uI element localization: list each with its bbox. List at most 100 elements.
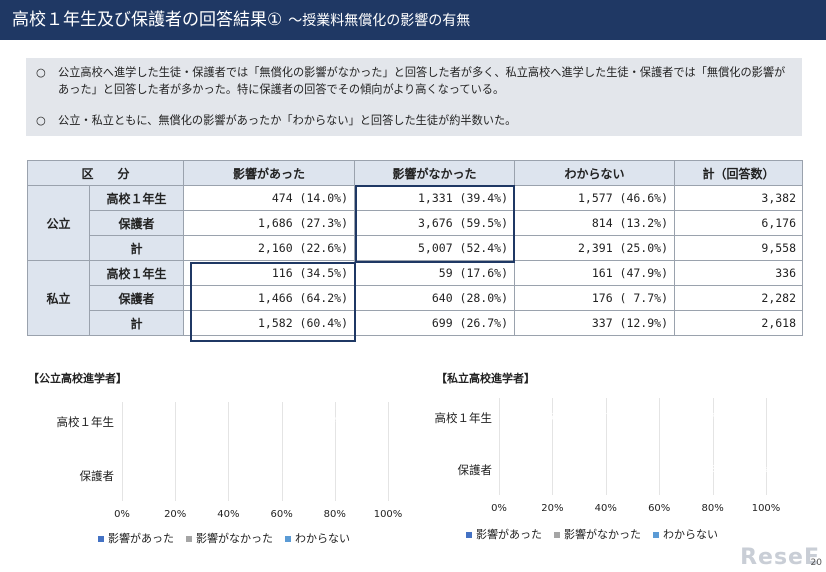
cell: 9,558: [674, 235, 804, 261]
cell: 2,391 (25.0%): [514, 235, 676, 261]
cell: 336: [674, 260, 804, 286]
cell: 59 (17.6%): [354, 260, 516, 286]
cell: 1,582 (60.4%): [183, 310, 356, 336]
legend-swatch: [466, 532, 472, 538]
row-label: 高校１年生: [88, 185, 185, 211]
legend-item: わからない: [285, 530, 350, 546]
legend-swatch: [98, 536, 104, 542]
chart-legend: 影響があった 影響がなかった わからない: [98, 530, 350, 546]
y-category-label: 高校１年生: [434, 411, 493, 425]
row-label: 保護者: [88, 210, 185, 236]
legend-label: 影響がなかった: [564, 528, 641, 541]
x-tick-label: 0%: [114, 509, 130, 520]
x-tick-label: 20%: [541, 503, 564, 514]
table-row: 保護者 1,466 (64.2%) 640 (28.0%) 176 ( 7.7%…: [28, 285, 804, 311]
results-table: 区 分 影響があった 影響がなかった わからない 計（回答数） 公立 高校１年生…: [26, 160, 804, 336]
gridline: [499, 398, 500, 495]
group-label-public: 公立: [27, 185, 90, 261]
summary-item: ○ 公立高校へ進学した生徒・保護者では「無償化の影響がなかった」と回答した者が多…: [36, 64, 788, 98]
gridline: [122, 402, 123, 501]
legend-swatch: [285, 536, 291, 542]
cell: 1,466 (64.2%): [183, 285, 356, 311]
cell: 116 (34.5%): [183, 260, 356, 286]
row-label: 保護者: [88, 285, 185, 311]
summary-box: ○ 公立高校へ進学した生徒・保護者では「無償化の影響がなかった」と回答した者が多…: [26, 58, 802, 136]
cell: 3,676 (59.5%): [354, 210, 516, 236]
gridline: [175, 402, 177, 501]
legend-item: 影響がなかった: [554, 526, 641, 542]
legend-swatch: [653, 532, 659, 538]
y-category-label: 高校１年生: [56, 415, 115, 429]
legend-label: 影響があった: [108, 532, 174, 545]
chart-title-public: 【公立高校進学者】: [28, 372, 127, 385]
cell: 2,282: [674, 285, 804, 311]
gridline: [659, 398, 661, 495]
x-tick-label: 40%: [217, 509, 240, 520]
cell: 1,331 (39.4%): [354, 185, 516, 211]
legend-item: 影響があった: [98, 530, 174, 546]
page-title-subtitle: ～授業料無償化の影響の有無: [288, 13, 471, 29]
page-title-main: 高校１年生及び保護者の回答結果①: [12, 10, 283, 30]
cell: 2,618: [674, 310, 804, 336]
cell: 814 (13.2%): [514, 210, 676, 236]
cell: 1,686 (27.3%): [183, 210, 356, 236]
legend-item: 影響がなかった: [186, 530, 273, 546]
x-tick-label: 100%: [751, 503, 781, 514]
gridline: [766, 398, 767, 495]
row-label: 高校１年生: [88, 260, 185, 286]
legend-label: わからない: [663, 528, 718, 541]
table-row: 私立 高校１年生 116 (34.5%) 59 (17.6%) 161 (47.…: [27, 260, 804, 336]
gridline: [552, 398, 554, 495]
row-label: 計: [88, 310, 185, 336]
col-header-category: 区 分: [26, 160, 185, 186]
y-category-label: 保護者: [457, 463, 493, 477]
row-label: 計: [88, 235, 185, 261]
cell: 3,382: [674, 185, 804, 211]
col-header-unknown: わからない: [514, 160, 676, 186]
cell: 5,007 (52.4%): [354, 235, 516, 261]
table-row: 公立 高校１年生 474 (14.0%) 1,331 (39.4%) 1,577…: [27, 185, 804, 261]
cell: 337 (12.9%): [514, 310, 676, 336]
x-tick-label: 0%: [491, 503, 507, 514]
cell: 6,176: [674, 210, 804, 236]
summary-text: 公立高校へ進学した生徒・保護者では「無償化の影響がなかった」と回答した者が多く、…: [58, 66, 786, 96]
col-header-total: 計（回答数）: [674, 160, 804, 186]
gridline: [388, 402, 389, 501]
legend-swatch: [186, 536, 192, 542]
y-category-label: 保護者: [79, 469, 115, 483]
cell: 161 (47.9%): [514, 260, 676, 286]
table-row: 計 1,582 (60.4%) 699 (26.7%) 337 (12.9%) …: [28, 310, 804, 336]
cell: 474 (14.0%): [183, 185, 356, 211]
x-tick-label: 40%: [594, 503, 617, 514]
col-header-not-affected: 影響がなかった: [354, 160, 516, 186]
legend-label: わからない: [295, 532, 350, 545]
cell: 1,577 (46.6%): [514, 185, 676, 211]
gridline: [605, 398, 607, 495]
page-title: 高校１年生及び保護者の回答結果① ～授業料無償化の影響の有無: [0, 0, 826, 40]
cell: 176 ( 7.7%): [514, 285, 676, 311]
page-number: 20: [810, 558, 822, 568]
table-header-row: 区 分 影響があった 影響がなかった わからない 計（回答数）: [26, 160, 804, 186]
legend-item: わからない: [653, 526, 718, 542]
summary-item: ○ 公立・私立ともに、無償化の影響があったか「わからない」と回答した生徒が約半数…: [36, 112, 788, 129]
cell: 699 (26.7%): [354, 310, 516, 336]
legend-swatch: [554, 532, 560, 538]
gridline: [228, 402, 230, 501]
legend-label: 影響があった: [476, 528, 542, 541]
x-tick-label: 80%: [701, 503, 724, 514]
gridline: [712, 398, 714, 495]
bullet-marker: ○: [36, 114, 46, 127]
chart-legend: 影響があった 影響がなかった わからない: [466, 526, 718, 542]
logo: ReseE: [740, 545, 820, 570]
legend-item: 影響があった: [466, 526, 542, 542]
x-tick-label: 80%: [323, 509, 346, 520]
x-tick-label: 60%: [648, 503, 671, 514]
summary-text: 公立・私立ともに、無償化の影響があったか「わからない」と回答した生徒が約半数いた…: [58, 114, 517, 127]
legend-label: 影響がなかった: [196, 532, 273, 545]
group-label-private: 私立: [27, 260, 90, 336]
gridline: [334, 402, 336, 501]
x-tick-label: 60%: [270, 509, 293, 520]
table-row: 保護者 1,686 (27.3%) 3,676 (59.5%) 814 (13.…: [28, 210, 804, 236]
col-header-affected: 影響があった: [183, 160, 356, 186]
cell: 2,160 (22.6%): [183, 235, 356, 261]
